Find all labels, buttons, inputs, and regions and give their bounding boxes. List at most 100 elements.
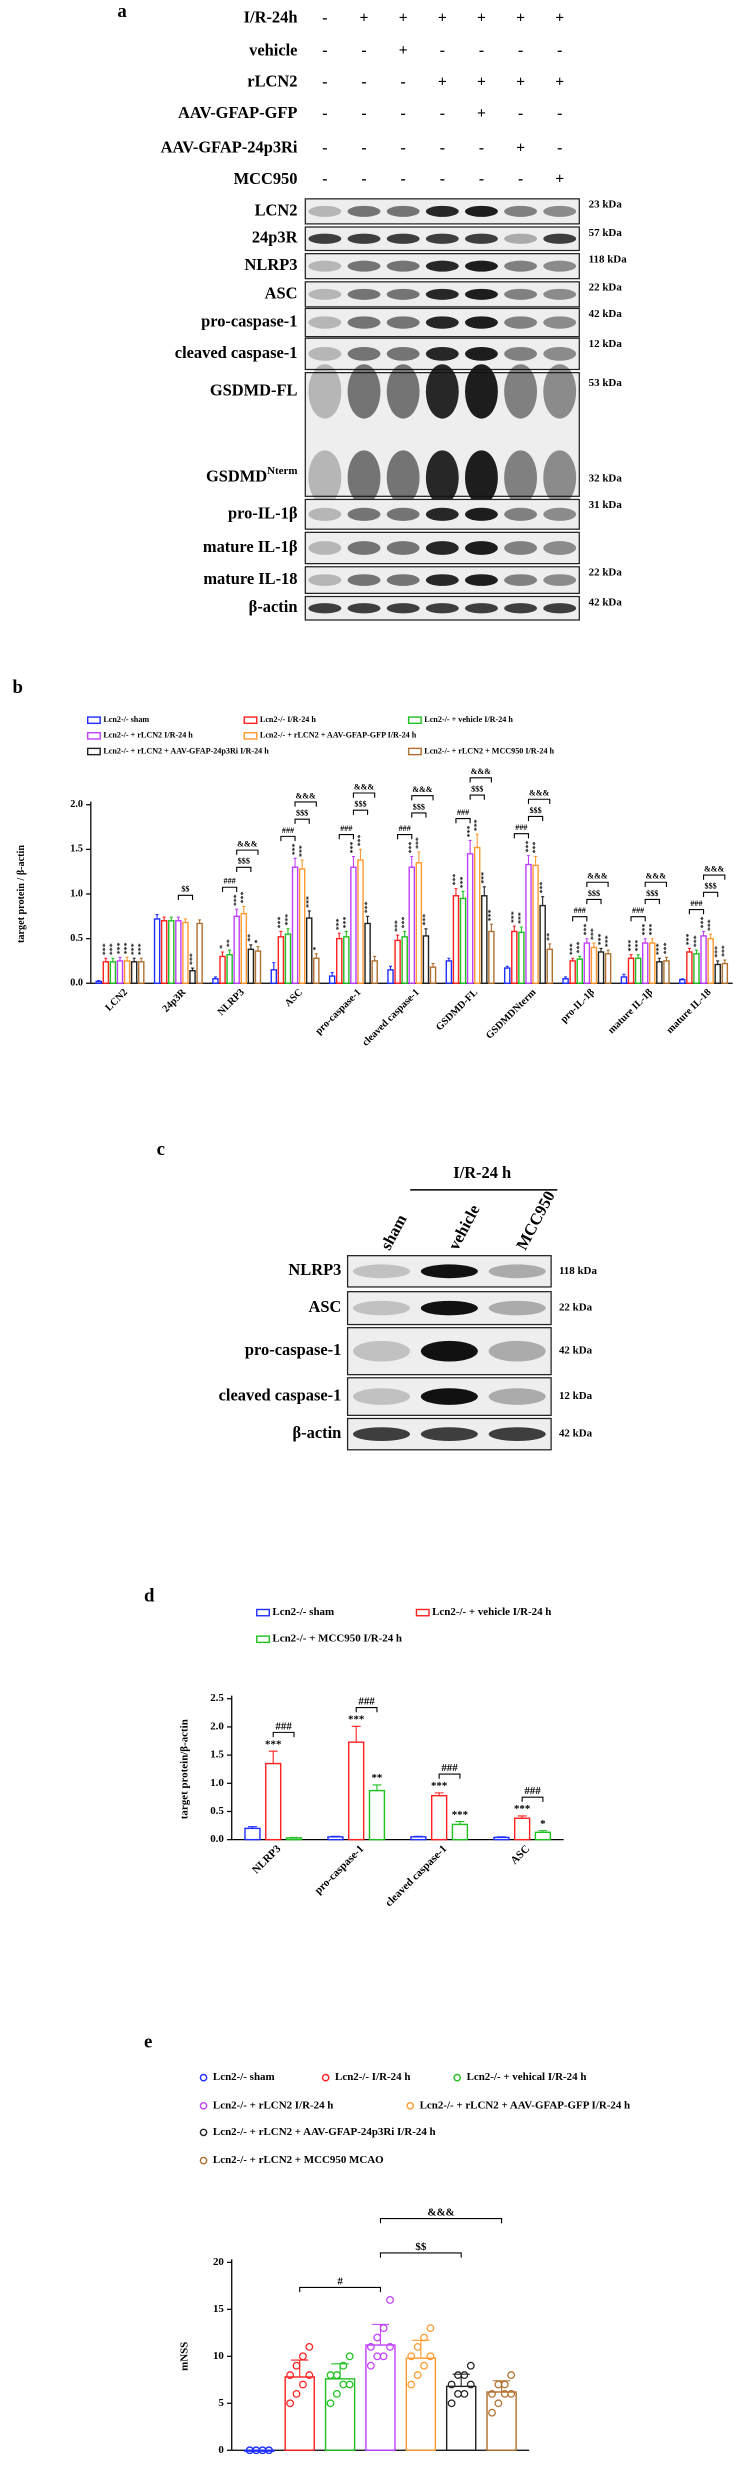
blot-band	[420, 1388, 478, 1405]
error-bar	[694, 949, 698, 954]
bracket-label: $$$	[646, 889, 658, 898]
bracket-label: $$$	[354, 800, 366, 809]
legend-marker	[199, 2073, 208, 2082]
bar	[422, 935, 430, 984]
bracket-label: &&&	[704, 865, 725, 874]
significance: ***	[101, 943, 110, 955]
bar	[539, 904, 546, 984]
blot-label: pro-IL-1β	[228, 503, 298, 522]
legend-label: Lcn2-/- + vehical I/R-24 h	[467, 2071, 587, 2083]
legend-marker	[199, 2156, 208, 2165]
bar	[365, 2344, 396, 2451]
blot-band	[543, 205, 577, 217]
blot-label: mature IL-18	[203, 569, 297, 588]
data-point	[345, 2380, 354, 2389]
error-bar	[410, 855, 414, 868]
bracket-label: &&&	[354, 782, 375, 791]
error-bar	[256, 946, 260, 952]
error-bar	[139, 957, 143, 962]
bracket-label: ###	[340, 824, 352, 833]
bar	[511, 930, 518, 984]
kda-label: 22 kDa	[589, 282, 623, 294]
bar	[335, 937, 343, 984]
condition-label: rLCN2	[247, 72, 297, 91]
blot-name: cleaved caspase-1	[175, 343, 298, 362]
bar	[284, 2376, 315, 2451]
data-point	[286, 2399, 295, 2408]
bracket	[572, 916, 588, 922]
data-point	[298, 2352, 307, 2361]
bar	[168, 920, 175, 984]
bracket-label: &&&	[296, 791, 317, 800]
legend-marker	[86, 732, 101, 740]
x-tick-label: pro-caspase-1	[312, 1843, 366, 1897]
y-tick-label: 1.5	[70, 844, 83, 855]
condition-sign: -	[440, 105, 445, 122]
legend-label: Lcn2-/- + vehicle I/R-24 h	[424, 715, 513, 724]
significance: ***	[575, 942, 584, 954]
error-bar	[526, 855, 531, 865]
error-bar	[213, 976, 217, 979]
data-point	[420, 2333, 428, 2342]
blot-band	[347, 450, 381, 505]
bar	[244, 1827, 261, 1841]
x-tick-label: NLRP3	[250, 1843, 284, 1877]
error-bar	[475, 833, 479, 848]
blot-band	[543, 450, 577, 505]
error-bar	[97, 980, 101, 982]
significance: ***	[582, 924, 591, 936]
legend-label: Lcn2-/- I/R-24 h	[260, 715, 316, 724]
condition-sign: -	[479, 171, 484, 188]
error-bar	[454, 888, 458, 896]
legend-marker	[407, 716, 422, 725]
blot-name: pro-caspase-1	[201, 311, 297, 330]
condition-sign: +	[477, 9, 486, 26]
error-bar	[534, 855, 538, 866]
bar	[410, 1836, 427, 1841]
blot-band	[543, 316, 577, 329]
bracket-label: &&&	[412, 785, 433, 794]
bar	[137, 961, 145, 984]
bracket-label: ###	[441, 1762, 458, 1774]
error-bar	[183, 918, 187, 923]
significance: ***	[537, 882, 546, 894]
significance: ***	[232, 894, 241, 906]
blot-band	[504, 346, 538, 361]
error-bar	[235, 908, 239, 917]
significance: *	[311, 947, 320, 951]
bar	[627, 957, 635, 984]
bracket	[411, 812, 427, 818]
error-bar	[268, 1750, 278, 1764]
significance: ***	[661, 942, 670, 954]
bracket	[586, 898, 602, 905]
data-point	[507, 2371, 516, 2380]
blot-name-sup: Nterm	[267, 465, 297, 477]
bar	[445, 2385, 477, 2451]
data-point	[305, 2343, 314, 2351]
error-bar	[417, 851, 421, 863]
condition-sign: +	[438, 9, 447, 26]
bar	[576, 958, 584, 984]
bar	[503, 967, 511, 984]
bar	[277, 936, 285, 984]
bracket-label: ###	[524, 1785, 541, 1797]
bar	[254, 950, 262, 984]
condition-sign: -	[322, 42, 327, 59]
legend-marker	[453, 2073, 462, 2082]
bracket	[236, 866, 252, 873]
bar	[429, 966, 437, 984]
significance: ***	[414, 837, 423, 849]
bar	[371, 960, 378, 984]
bar	[350, 866, 357, 984]
error-bar	[403, 930, 407, 937]
data-point	[488, 2389, 496, 2398]
bar	[102, 961, 110, 984]
significance: ***	[567, 943, 576, 955]
significance: ***	[355, 834, 364, 846]
bracket	[469, 794, 485, 800]
blot-band	[465, 364, 498, 419]
blot-band	[504, 603, 538, 614]
significance: ***	[392, 920, 401, 932]
bracket	[703, 874, 726, 880]
blot-band	[425, 260, 459, 272]
